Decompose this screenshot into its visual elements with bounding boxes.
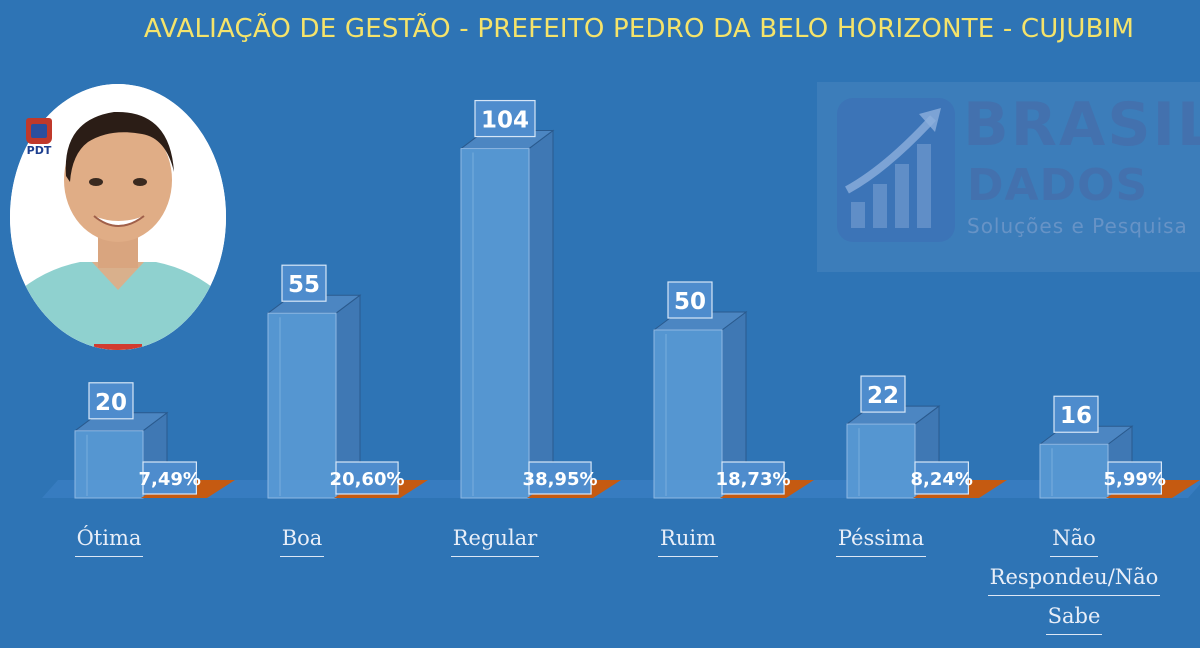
value-label-p-ssima: 22 xyxy=(867,383,899,409)
bar--tima xyxy=(74,430,144,499)
category-label: Ótima xyxy=(9,526,209,565)
category-label: Ruim xyxy=(588,526,788,565)
category-label: Não Respondeu/Não Sabe xyxy=(974,526,1174,643)
value-label-box-regular xyxy=(474,99,536,138)
percent-label--tima: 7,49% xyxy=(138,469,200,490)
watermark-brand-sub: DADOS xyxy=(967,160,1149,211)
percent-label-ruim: 18,73% xyxy=(716,469,791,490)
brasil-dados-watermark: BRASIL DADOS Soluções e Pesquisa xyxy=(817,82,1200,272)
bar-p-ssima xyxy=(846,423,916,499)
bar-ruim xyxy=(653,329,723,499)
value-label-box-boa xyxy=(281,264,327,302)
value-label-box--tima xyxy=(88,382,134,420)
category-label-line: Regular xyxy=(450,526,540,557)
category-label-line: Ótima xyxy=(74,526,144,557)
party-emblem-icon xyxy=(26,118,52,144)
category-label-line: Sabe xyxy=(1045,604,1103,635)
percent-label-box-boa xyxy=(335,461,399,495)
value-label--tima: 20 xyxy=(95,390,127,416)
percent-label-box-p-ssima xyxy=(914,461,970,495)
category-label-line: Boa xyxy=(279,526,325,557)
bar-side-regular xyxy=(528,129,554,499)
category-label: Regular xyxy=(395,526,595,565)
percent-label-regular: 38,95% xyxy=(523,469,598,490)
value-label-box-p-ssima xyxy=(860,375,906,413)
percent-label-n-o-respondeu-n-o-sabe: 5,99% xyxy=(1103,469,1165,490)
percent-label-box-regular xyxy=(528,461,592,495)
value-label-box-ruim xyxy=(667,281,713,319)
category-label-line: Não xyxy=(1050,526,1098,557)
category-label-line: Péssima xyxy=(835,526,927,557)
value-label-regular: 104 xyxy=(481,108,529,134)
chart-title: AVALIAÇÃO DE GESTÃO - PREFEITO PEDRO DA … xyxy=(143,14,1135,44)
value-label-ruim: 50 xyxy=(674,289,706,315)
value-label-n-o-respondeu-n-o-sabe: 16 xyxy=(1060,403,1092,429)
percent-label-boa: 20,60% xyxy=(330,469,405,490)
bar-n-o-respondeu-n-o-sabe xyxy=(1039,443,1109,499)
value-label-boa: 55 xyxy=(288,272,320,298)
percent-label-box-ruim xyxy=(721,461,785,495)
bar-regular xyxy=(460,148,530,499)
watermark-brand: BRASIL xyxy=(963,90,1200,160)
percent-label-box--tima xyxy=(142,461,198,495)
category-label: Boa xyxy=(202,526,402,565)
percent-label-p-ssima: 8,24% xyxy=(910,469,972,490)
category-label-line: Respondeu/Não xyxy=(987,565,1161,596)
value-label-box-n-o-respondeu-n-o-sabe xyxy=(1053,395,1099,433)
pdt-party-logo: PDT xyxy=(24,118,54,166)
percent-label-box-n-o-respondeu-n-o-sabe xyxy=(1107,461,1163,495)
watermark-tagline: Soluções e Pesquisa xyxy=(967,214,1188,238)
category-label: Péssima xyxy=(781,526,981,565)
category-label-line: Ruim xyxy=(658,526,718,557)
bar-boa xyxy=(267,312,337,499)
growth-chart-icon xyxy=(837,98,955,242)
party-logo-text: PDT xyxy=(26,144,52,157)
